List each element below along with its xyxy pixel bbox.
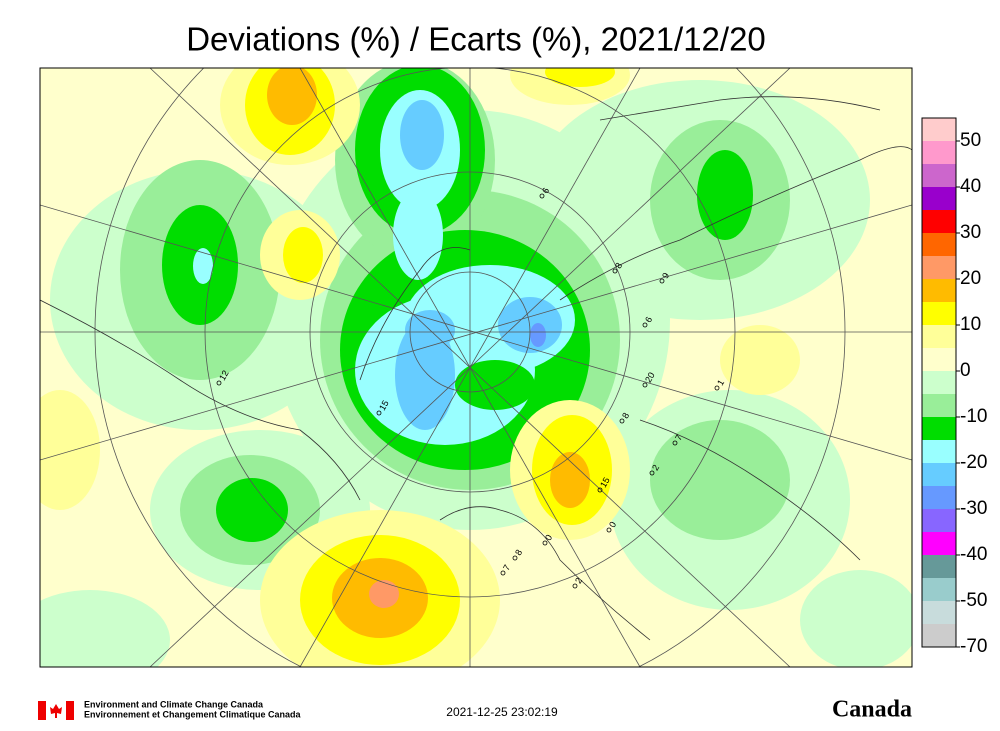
color-swatch [922,141,956,164]
station-dot [500,570,506,576]
station-dot [572,583,578,589]
station-dot [216,380,222,386]
station-label: 6 [540,186,551,195]
station-label: 8 [513,548,524,557]
wordmark: Canada [832,697,912,723]
station-label: 15 [598,476,612,490]
colorbar-label: -40 [960,544,987,565]
colorbar-label: 0 [960,360,971,381]
colorbar-label: 50 [960,130,981,151]
color-swatch [922,371,956,394]
station-dot [642,322,648,328]
color-swatch [922,555,956,578]
color-swatch [922,463,956,486]
color-swatch [922,486,956,509]
station-dot [659,278,665,284]
color-swatch [922,325,956,348]
color-swatch [922,187,956,210]
color-swatch [922,532,956,555]
station-dot [619,418,625,424]
canada-flag [38,701,74,720]
station-label: 0 [543,533,554,542]
station-dot [612,268,618,274]
station-label: 12 [217,369,231,383]
station-label: 0 [607,520,618,529]
colorbar-label: -50 [960,590,987,611]
color-swatch [922,164,956,187]
station-label: 8 [620,411,631,420]
colorbar-label: -30 [960,498,987,519]
station-dot [512,555,518,561]
colorbar-label: 40 [960,176,981,197]
color-swatch [922,256,956,279]
color-swatch [922,578,956,601]
station-dot [672,440,678,446]
station-label: 8 [613,261,624,270]
color-swatch [922,348,956,371]
colorbar-label: 20 [960,268,981,289]
station-label: 20 [643,371,657,385]
station-dot [649,470,655,476]
color-swatch [922,118,956,141]
color-swatch [922,509,956,532]
station-dot [542,540,548,546]
colorbar-label: 10 [960,314,981,335]
timestamp: 2021-12-25 23:02:19 [446,705,558,719]
colorbar-frame [921,117,957,648]
color-swatch [922,601,956,624]
color-swatch [922,624,956,647]
color-swatch [922,440,956,463]
color-swatch [922,233,956,256]
colorbar-label: -70 [960,636,987,657]
agency-fr: Environnement et Changement Climatique C… [84,709,302,719]
station-label: 2 [573,576,584,585]
colorbar: 50 40 30 20 10 0 -10 -20 -30 -40 -50 -70 [921,117,987,657]
station-label: 7 [501,563,512,572]
station-dot [539,193,545,199]
station-label: 15 [377,399,391,413]
colorbar-label: 30 [960,222,981,243]
color-swatch [922,210,956,233]
station-label: 6 [643,315,654,324]
colorbar-label: -20 [960,452,987,473]
color-swatch [922,417,956,440]
station-label: 7 [673,433,684,442]
station-label: 2 [650,463,661,472]
station-label: 9 [660,271,671,280]
station-dot [642,382,648,388]
agency-en: Environment and Climate Change Canada [84,699,264,709]
color-swatch [922,394,956,417]
station-dot [714,385,720,391]
station-dot [606,527,612,533]
station-dot [376,410,382,416]
title: Deviations (%) / Ecarts (%), 2021/12/20 [186,21,766,58]
station-dot [597,487,603,493]
colorbar-label: -10 [960,406,987,427]
station-label: 1 [715,378,726,387]
color-swatch [922,279,956,302]
color-swatch [922,302,956,325]
